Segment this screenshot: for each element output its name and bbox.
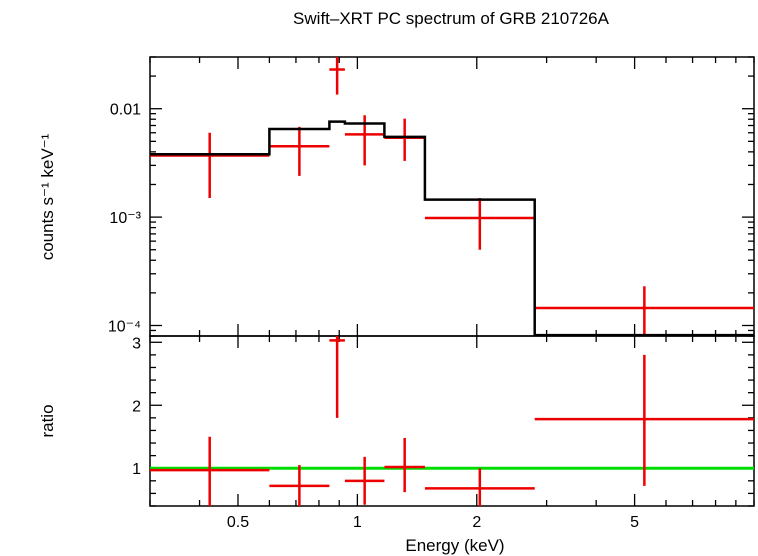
y-tick-label: 10⁻³	[109, 210, 141, 227]
x-axis-title: Energy (keV)	[405, 536, 504, 555]
ratio-y-axis-title: ratio	[38, 404, 57, 437]
axis-ticks	[149, 56, 755, 507]
x-tick-label: 0.5	[227, 514, 249, 531]
ratio-panel-frame	[149, 335, 755, 507]
chart-title: Swift–XRT PC spectrum of GRB 210726A	[293, 9, 610, 28]
y-tick-label: 0.01	[110, 102, 141, 119]
y-tick-label: 1	[132, 461, 141, 478]
x-tick-label: 1	[353, 514, 362, 531]
y-tick-label: 3	[132, 335, 141, 352]
x-tick-label: 2	[472, 514, 481, 531]
spectrum-panel-frame	[149, 56, 755, 337]
plot-marks	[150, 57, 754, 506]
spectrum-y-axis-title: counts s⁻¹ keV⁻¹	[38, 133, 57, 260]
y-tick-label: 2	[132, 398, 141, 415]
y-tick-label: 10⁻⁴	[108, 318, 141, 335]
model-step-line	[150, 120, 754, 337]
x-tick-label: 5	[630, 514, 639, 531]
tick-labels: 0.5 1 2 5 0.01 10⁻³ 10⁻⁴ 1 2 3	[108, 102, 639, 531]
